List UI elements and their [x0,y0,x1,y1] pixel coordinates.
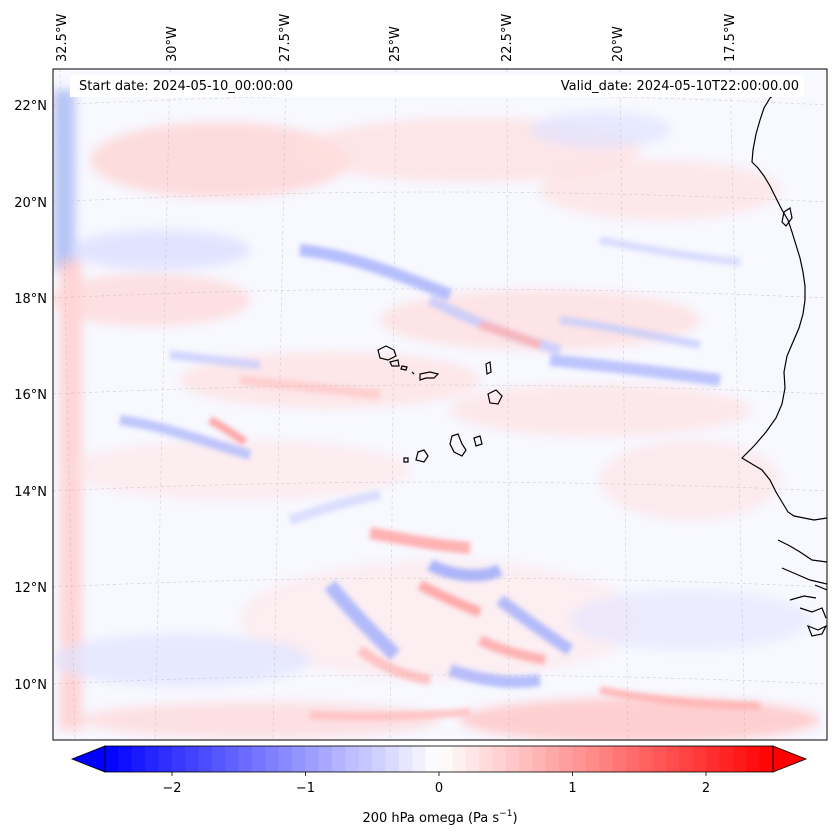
colorbar-swatch [492,746,507,772]
lat-label: 18°N [14,292,47,307]
lon-label: 27.5°W [278,14,293,62]
colorbar-swatch [505,746,520,772]
colorbar-swatch [358,746,373,772]
colorbar-swatch [639,746,654,772]
lon-label: 32.5°W [55,14,70,62]
colorbar-swatch [118,746,133,772]
africa-coastline [741,92,827,521]
colorbar-swatch [439,746,453,772]
colorbar-swatch [105,746,119,772]
colorbar-swatch [612,746,627,772]
colorbar-extend-max [772,745,808,773]
colorbar-swatch [171,746,186,772]
map-plot-area: Start date: 2024-05-10_00:00:00 Valid_da… [52,68,828,741]
colorbar-swatch [679,746,694,772]
colorbar-swatch [238,746,253,772]
lon-label: 25°W [388,26,403,62]
colorbar-swatch [692,746,707,772]
colorbar-tick-label: 0 [435,781,443,796]
latitude-labels: 22°N 20°N 18°N 16°N 14°N 12°N 10°N [14,99,47,693]
colorbar-swatch [265,746,280,772]
colorbar-swatch [185,746,200,772]
colorbar-tick-label: 1 [568,781,576,796]
colorbar-swatch [345,746,360,772]
omega-field [53,90,820,740]
colorbar-swatch [626,746,640,772]
island-maio [473,435,483,447]
colorbar-swatch [318,746,333,772]
lon-label: 17.5°W [723,14,738,62]
colorbar-swatch [532,746,547,772]
colorbar-swatch [759,746,774,772]
colorbar-swatch [479,746,494,772]
colorbar-swatch [372,746,387,772]
colorbar-swatch [278,746,293,772]
colorbar-label-main: 200 hPa omega (Pa s [362,811,499,826]
colorbar-swatch [585,746,600,772]
lat-label: 22°N [14,99,47,114]
map-frame [52,68,828,741]
lat-label: 10°N [14,678,47,693]
colorbar-swatch [599,746,614,772]
colorbar-swatch [251,746,266,772]
colorbar-tick-label: 2 [702,781,710,796]
colorbar-swatch [545,746,560,772]
lat-label: 12°N [14,581,47,596]
colorbar-swatch [385,746,400,772]
graticule [53,69,827,740]
colorbar-tick-label: −1 [296,781,315,796]
colorbar-swatch [292,746,306,772]
island-brava [403,457,409,463]
colorbar-swatch [732,746,747,772]
lon-label: 30°W [165,26,180,62]
date-header-strip [70,75,804,97]
colorbar-swatch [719,746,734,772]
colorbar-swatch [746,746,761,772]
colorbar-swatch [519,746,534,772]
colorbar-swatch [305,746,320,772]
colorbar-swatch [666,746,681,772]
start-date-text: Start date: 2024-05-10_00:00:00 [79,79,293,94]
island-santiago [449,433,467,457]
colorbar-label: 200 hPa omega (Pa s−1) [362,809,517,826]
colorbar-swatch [198,746,213,772]
island-santo-antao [377,345,397,361]
colorbar-swatch [158,746,173,772]
colorbar-swatch [572,746,587,772]
colorbar-label-exponent: −1 [499,809,512,819]
colorbar-swatch [465,746,480,772]
colorbar-swatch [131,746,146,772]
colorbar-label-close: ) [512,811,517,826]
colorbar-tick-label: −2 [162,781,181,796]
valid-date-text: Valid_date: 2024-05-10T22:00:00.00 [561,79,799,94]
lat-label: 16°N [14,388,47,403]
colorbar-swatch [452,746,467,772]
colorbar-ticks [171,772,707,776]
colorbar-swatch [425,746,440,772]
colorbar-swatch [225,746,240,772]
colorbar-swatch [332,746,347,772]
colorbar-swatch [652,746,667,772]
island-sal [485,361,492,375]
lat-label: 14°N [14,485,47,500]
lon-label: 22.5°W [500,14,515,62]
island-boa-vista [487,389,503,405]
lon-label: 20°W [611,26,626,62]
island-fogo [415,449,429,463]
colorbar-swatch [559,746,574,772]
coastlines [377,92,827,637]
colorbar-swatch [706,746,721,772]
island-sao-nicolau [419,371,440,381]
longitude-labels: 32.5°W 30°W 27.5°W 25°W 22.5°W 20°W 17.5… [55,14,738,62]
colorbar: −2 −1 0 1 2 200 hPa omega (Pa s−1) [70,745,808,826]
colorbar-extend-min [70,745,106,773]
colorbar-swatch [211,746,226,772]
colorbar-swatch [412,746,427,772]
lat-label: 20°N [14,196,47,211]
omega-field-bands [119,236,761,721]
colorbar-swatches [105,746,774,772]
colorbar-swatch [145,746,160,772]
colorbar-swatch [398,746,413,772]
